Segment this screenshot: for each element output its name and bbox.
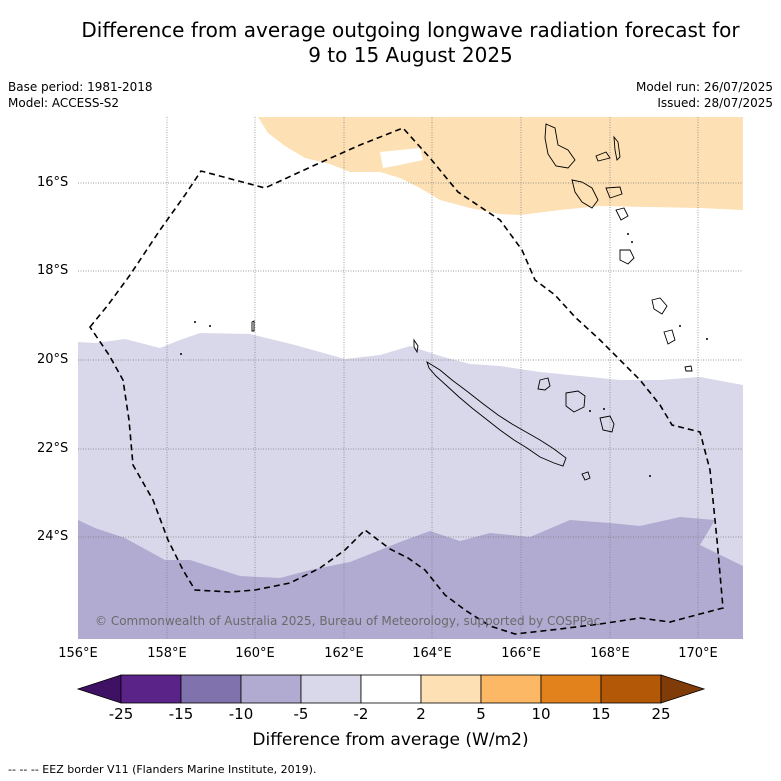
colorbar-tick: 5 (476, 705, 486, 723)
tanna-island (651, 297, 668, 315)
hunter-island (684, 365, 693, 372)
issued-date: Issued: 28/07/2025 (657, 96, 773, 110)
colorbar-bin-6 (420, 674, 482, 704)
positive-anomaly-region (258, 117, 743, 215)
malekula-island (571, 179, 599, 209)
medium-negative-region (78, 517, 743, 639)
lon-label-166e: 166°E (501, 646, 541, 661)
base-period: Base period: 1981-2018 (8, 80, 153, 94)
colorbar-bin-8 (540, 674, 602, 704)
small-islets (180, 233, 708, 477)
meta-left: Base period: 1981-2018 Model: ACCESS-S2 (8, 79, 153, 111)
colorbar-bin-2 (180, 674, 242, 704)
colorbar-bin-3 (240, 674, 302, 704)
mare-island (599, 415, 615, 433)
lat-label-18s: 18°S (37, 263, 69, 278)
lat-label-24s: 24°S (37, 529, 69, 544)
colorbar-tick: -15 (168, 705, 194, 723)
new-caledonia-island (426, 360, 567, 467)
colorbar-bin-5 (360, 674, 422, 704)
lon-label-156e: 156°E (58, 646, 98, 661)
isle-of-pines (581, 471, 591, 481)
white-hole-in-positive (380, 148, 423, 168)
erromango-island (619, 249, 635, 265)
model-run: Model run: 26/07/2025 (635, 80, 773, 94)
colorbar-bin-4 (300, 674, 362, 704)
lon-label-164e: 164°E (412, 646, 452, 661)
copyright-notice: © Commonwealth of Australia 2025, Bureau… (95, 614, 601, 628)
eez-legend-footer: -- -- -- EEZ border V11 (Flanders Marine… (8, 763, 317, 776)
belep-islands (413, 338, 419, 354)
lat-label-16s: 16°S (37, 175, 69, 190)
colorbar-tick: -10 (228, 705, 254, 723)
colorbar-tick: 2 (416, 705, 426, 723)
map-title: Difference from average outgoing longwav… (0, 18, 781, 68)
lat-label-20s: 20°S (37, 352, 69, 367)
meta-right: Model run: 26/07/2025 Issued: 28/07/2025 (636, 79, 773, 111)
colorbar-tick: 15 (591, 705, 611, 723)
ambrym-island (605, 186, 623, 199)
lon-label-162e: 162°E (324, 646, 364, 661)
lon-label-160e: 160°E (235, 646, 275, 661)
title-line-1: Difference from average outgoing longwav… (81, 18, 740, 42)
map-area (78, 117, 743, 639)
model-name: Model: ACCESS-S2 (8, 96, 120, 110)
maewo-island (613, 135, 621, 161)
lat-label-22s: 22°S (37, 441, 69, 456)
title-line-2: 9 to 15 August 2025 (308, 43, 513, 67)
colorbar (76, 674, 706, 704)
chesterfield-reef (251, 320, 255, 332)
lon-label-168e: 168°E (590, 646, 630, 661)
ambae-island (595, 151, 611, 162)
colorbar-title: Difference from average (W/m2) (252, 730, 529, 750)
colorbar-bin-9 (600, 674, 662, 704)
lon-label-158e: 158°E (147, 646, 187, 661)
ouvea-island (537, 377, 551, 391)
espiritu-santo-island (544, 123, 576, 169)
aneityum-island (663, 329, 676, 345)
colorbar-tick: -25 (108, 705, 134, 723)
colorbar-tick: -5 (293, 705, 309, 723)
lifou-island (565, 390, 586, 413)
colorbar-tick: -2 (353, 705, 369, 723)
colorbar-tick: 10 (531, 705, 551, 723)
colorbar-bin-7 (480, 674, 542, 704)
efate-island (615, 207, 629, 221)
colorbar-tick: 25 (651, 705, 671, 723)
eez-border (89, 127, 724, 635)
gridlines (78, 117, 743, 639)
colorbar-upper-extension (660, 674, 706, 704)
colorbar-lower-extension (76, 674, 122, 704)
colorbar-bin-1 (120, 674, 182, 704)
lon-label-170e: 170°E (678, 646, 718, 661)
